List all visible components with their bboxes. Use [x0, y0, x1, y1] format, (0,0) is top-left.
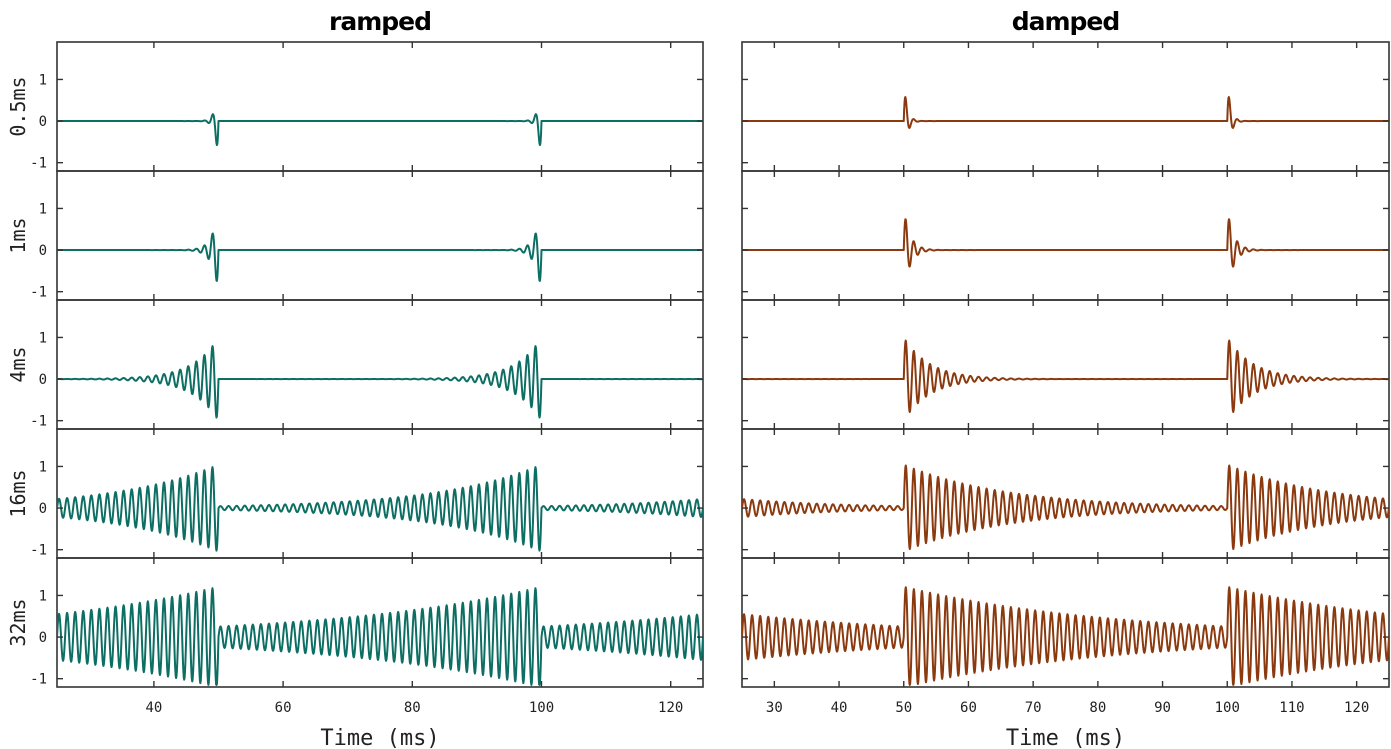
y-tick-label-4ms-1: 1	[39, 330, 47, 346]
panel-frame-ramped-1ms	[56, 170, 704, 301]
x-tick-label-damped-80: 80	[1089, 700, 1106, 716]
x-tick-label-damped-40: 40	[831, 700, 848, 716]
y-tick-label-16ms-1: 1	[39, 459, 47, 475]
x-tick-label-ramped-80: 80	[404, 700, 421, 716]
y-tick-label-4ms-0: 0	[39, 372, 47, 388]
y-tick-label-1ms--1: -1	[30, 285, 47, 301]
x-axis-label-ramped: Time (ms)	[320, 726, 439, 749]
row-label-4ms: 4ms	[6, 346, 30, 382]
y-tick-label-0.5ms-1: 1	[39, 72, 47, 88]
x-axis-label-damped: Time (ms)	[1006, 726, 1125, 749]
y-tick-label-1ms-0: 0	[39, 243, 47, 259]
x-tick-label-damped-120: 120	[1344, 700, 1369, 716]
x-tick-label-ramped-120: 120	[658, 700, 683, 716]
row-label-16ms: 16ms	[6, 469, 30, 517]
trace-ramped-32ms	[57, 587, 703, 686]
trace-damped-0.5ms	[742, 96, 1389, 129]
axis-ticks	[57, 42, 1389, 687]
y-tick-label-16ms-0: 0	[39, 501, 47, 517]
row-label-1ms: 1ms	[6, 217, 30, 253]
panel-frame-damped-1ms	[741, 170, 1390, 301]
row-label-32ms: 32ms	[6, 598, 30, 646]
x-tick-label-damped-70: 70	[1025, 700, 1042, 716]
trace-damped-16ms	[742, 464, 1389, 551]
x-tick-label-ramped-40: 40	[145, 700, 162, 716]
trace-ramped-1ms	[57, 232, 703, 282]
y-tick-label-0.5ms-0: 0	[39, 114, 47, 130]
y-tick-label-0.5ms--1: -1	[30, 156, 47, 172]
column-title-ramped: ramped	[329, 7, 431, 36]
panel-frames	[56, 41, 1390, 688]
x-tick-label-ramped-100: 100	[529, 700, 554, 716]
trace-ramped-4ms	[57, 345, 703, 419]
x-tick-label-ramped-60: 60	[275, 700, 292, 716]
column-title-damped: damped	[1012, 7, 1120, 36]
row-label-0.5ms: 0.5ms	[6, 76, 30, 136]
x-tick-label-damped-50: 50	[895, 700, 912, 716]
x-tick-label-damped-30: 30	[766, 700, 783, 716]
x-tick-label-damped-90: 90	[1154, 700, 1171, 716]
panel-frame-damped-4ms	[741, 299, 1390, 430]
x-tick-label-damped-60: 60	[960, 700, 977, 716]
y-tick-label-32ms-1: 1	[39, 588, 47, 604]
y-tick-label-16ms--1: -1	[30, 543, 47, 559]
panel-frame-ramped-4ms	[56, 299, 704, 430]
x-tick-label-damped-100: 100	[1215, 700, 1240, 716]
waveform-traces	[57, 96, 1389, 686]
y-tick-label-32ms-0: 0	[39, 630, 47, 646]
y-tick-label-1ms-1: 1	[39, 201, 47, 217]
x-tick-label-damped-110: 110	[1279, 700, 1304, 716]
trace-ramped-0.5ms	[57, 113, 703, 147]
trace-damped-32ms	[742, 586, 1389, 686]
trace-damped-1ms	[742, 218, 1389, 268]
y-tick-label-4ms--1: -1	[30, 414, 47, 430]
panel-frame-damped-0.5ms	[741, 41, 1390, 172]
trace-damped-4ms	[742, 339, 1389, 413]
y-tick-label-32ms--1: -1	[30, 672, 47, 688]
panel-frame-ramped-0.5ms	[56, 41, 704, 172]
trace-ramped-16ms	[57, 466, 703, 552]
